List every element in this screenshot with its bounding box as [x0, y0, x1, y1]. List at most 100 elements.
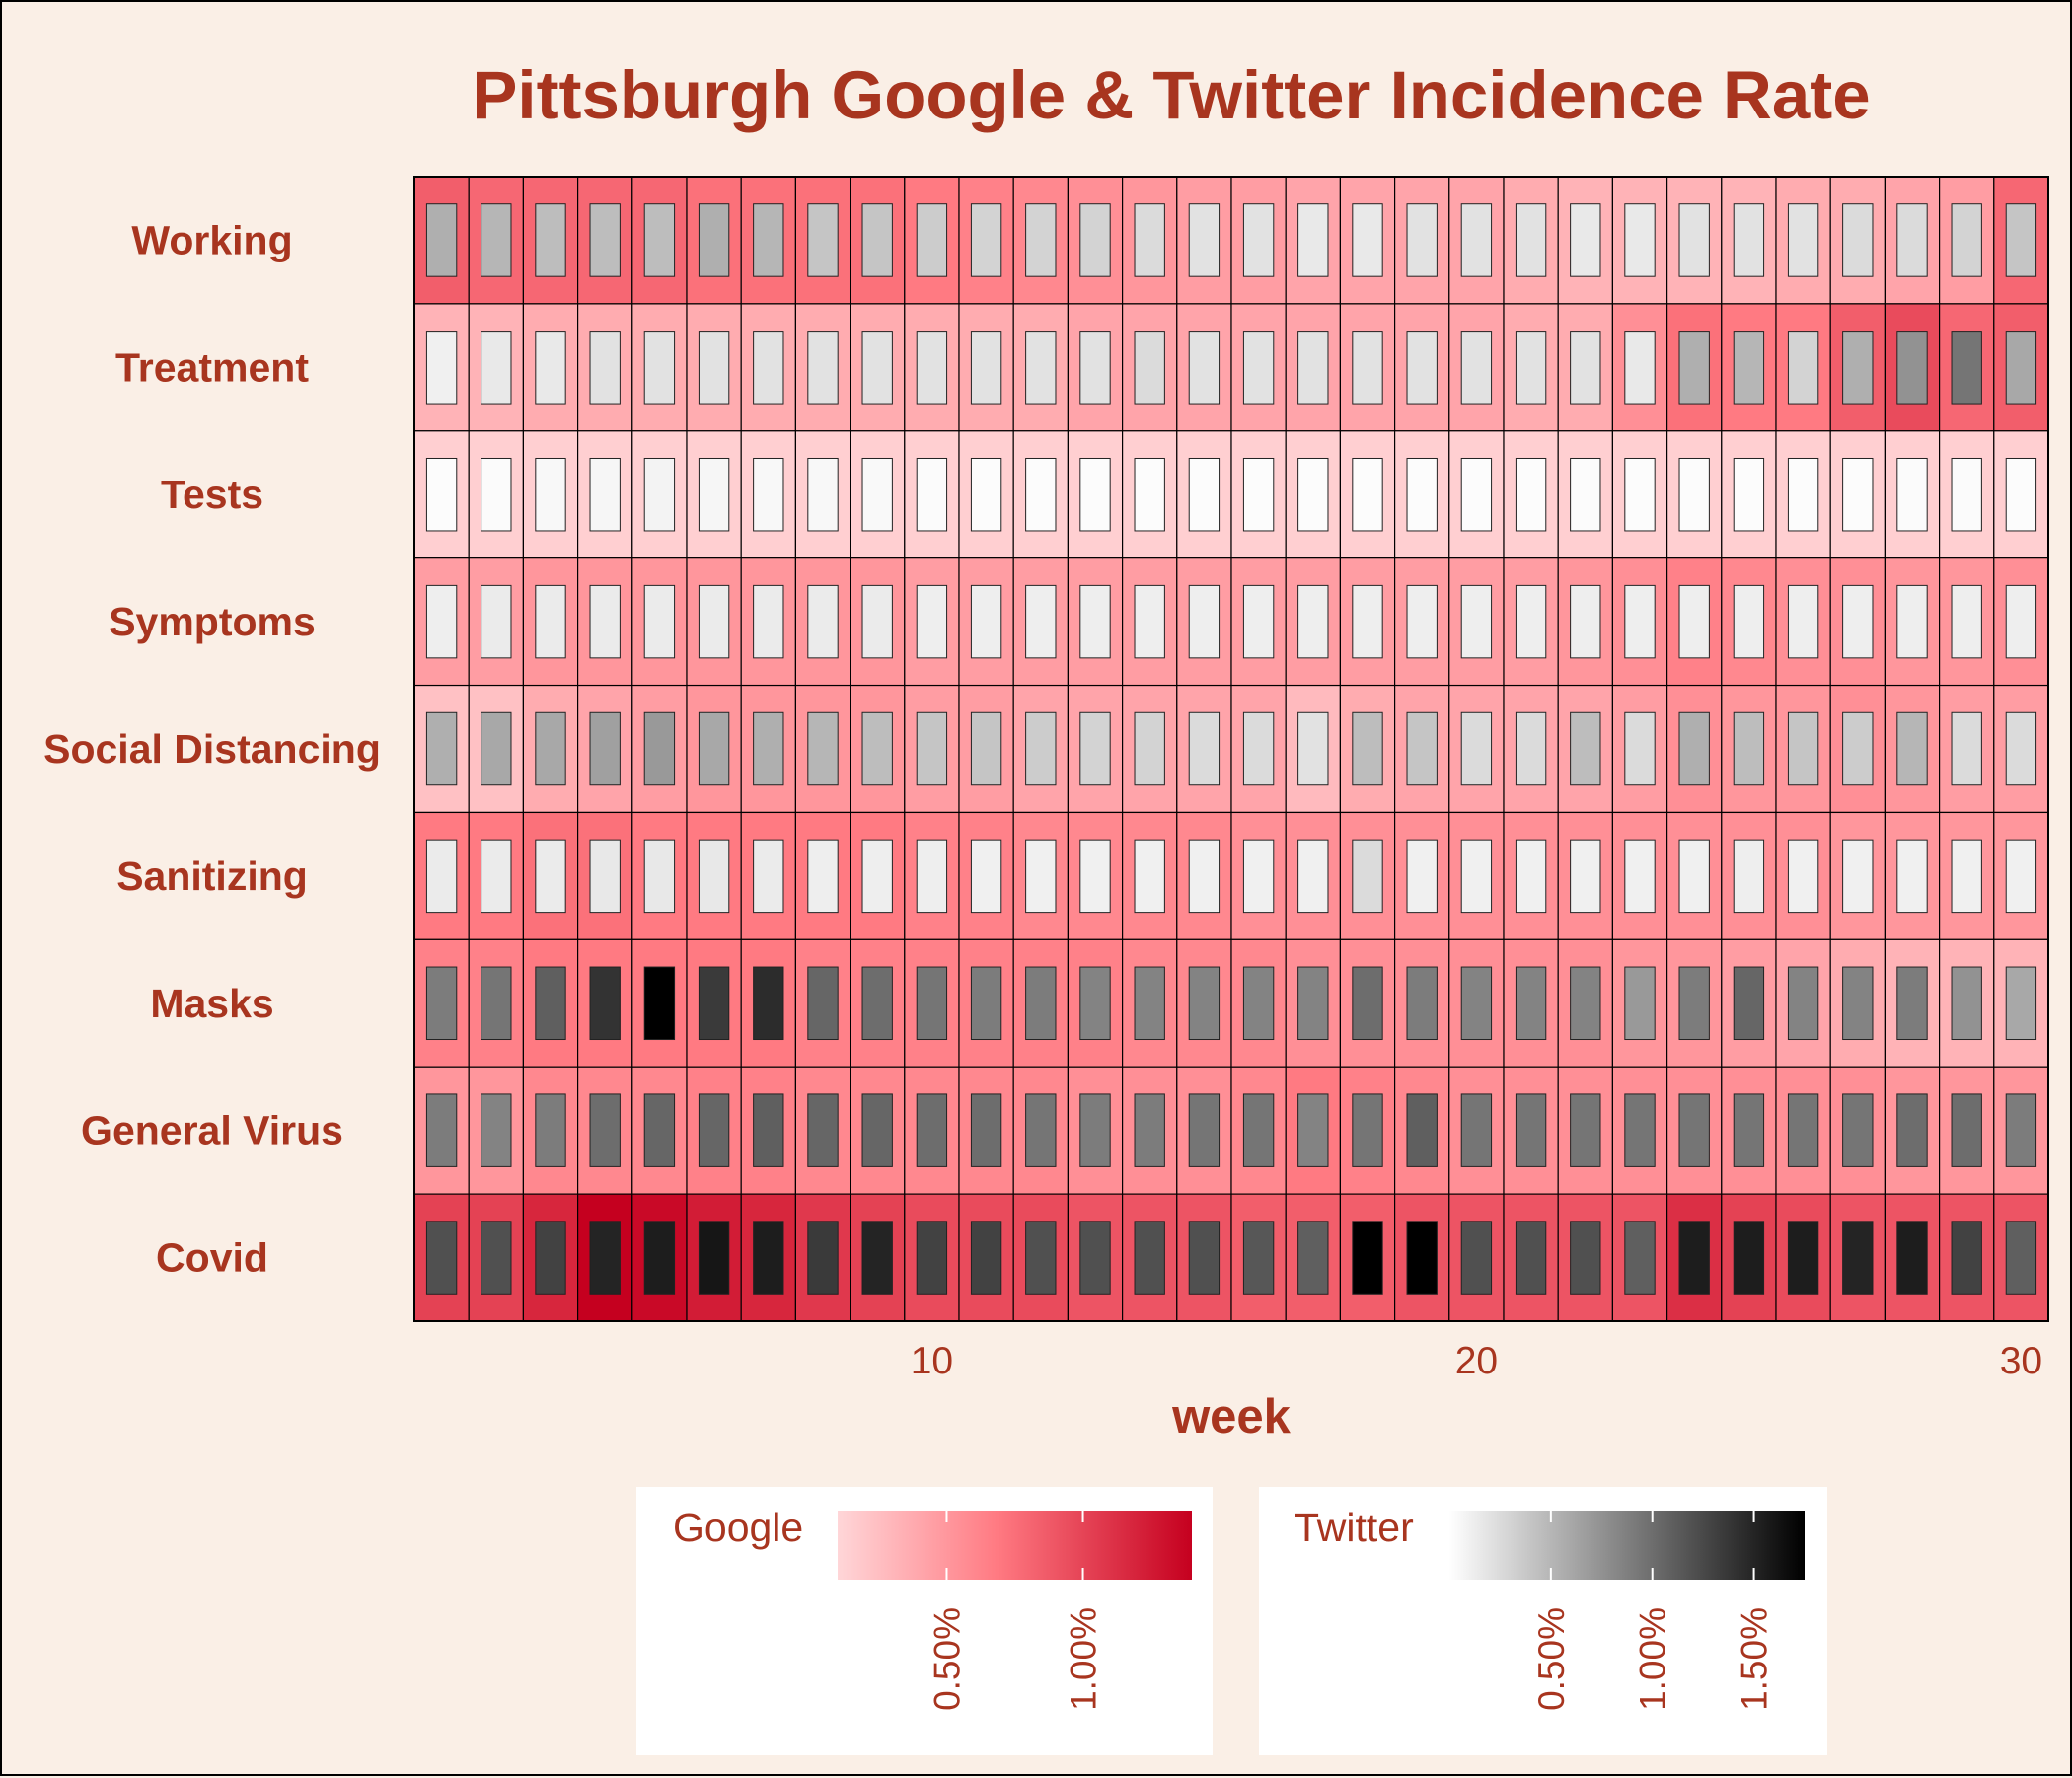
y-axis-label: Working — [131, 217, 292, 262]
twitter-cell — [1515, 1093, 1547, 1167]
twitter-cell — [970, 711, 1002, 786]
twitter-cell — [1842, 1221, 1874, 1295]
twitter-cell — [970, 331, 1002, 405]
y-axis-label: Masks — [150, 981, 273, 1026]
twitter-cell — [1951, 839, 1982, 914]
twitter-cell — [1188, 839, 1221, 914]
twitter-cell — [643, 966, 676, 1041]
twitter-cell — [1352, 966, 1383, 1041]
twitter-cell — [807, 711, 839, 786]
plot-border — [413, 176, 2049, 1322]
twitter-cell — [861, 1221, 893, 1295]
twitter-cell — [425, 457, 458, 532]
twitter-cell — [1896, 1093, 1928, 1167]
twitter-cell — [2005, 457, 2037, 532]
twitter-cell — [1406, 839, 1438, 914]
twitter-cell — [861, 203, 893, 277]
twitter-cell — [1134, 331, 1165, 405]
twitter-cell — [1624, 331, 1656, 405]
twitter-cell — [1079, 203, 1111, 277]
twitter-cell — [1079, 331, 1111, 405]
twitter-cell — [861, 966, 893, 1041]
twitter-cell — [916, 1221, 948, 1295]
twitter-cell — [916, 966, 948, 1041]
twitter-cell — [698, 203, 730, 277]
google-cell — [849, 303, 906, 432]
twitter-cell — [643, 711, 676, 786]
twitter-cell — [535, 457, 566, 532]
twitter-cell — [753, 839, 784, 914]
twitter-cell — [1025, 584, 1057, 659]
twitter-cell — [1842, 584, 1874, 659]
twitter-cell — [1406, 711, 1438, 786]
google-cell — [794, 176, 851, 305]
twitter-cell — [1842, 457, 1874, 532]
twitter-cell — [589, 966, 621, 1041]
twitter-cell — [643, 1093, 676, 1167]
twitter-cell — [753, 711, 784, 786]
twitter-cell — [1787, 1093, 1819, 1167]
twitter-cell — [1842, 966, 1874, 1041]
twitter-cell — [1570, 203, 1601, 277]
twitter-cell — [589, 839, 621, 914]
twitter-cell — [916, 711, 948, 786]
twitter-cell — [2005, 839, 2037, 914]
twitter-cell — [1787, 966, 1819, 1041]
twitter-cell — [1896, 711, 1928, 786]
twitter-cell — [1242, 331, 1275, 405]
twitter-cell — [1460, 203, 1493, 277]
twitter-cell — [1787, 711, 1819, 786]
twitter-cell — [1025, 457, 1057, 532]
twitter-cell — [1460, 966, 1493, 1041]
twitter-cell — [1842, 711, 1874, 786]
twitter-cell — [1787, 203, 1819, 277]
legend-google-colorbar — [838, 1511, 1192, 1580]
twitter-cell — [1242, 711, 1275, 786]
legend-twitter-colorbar — [1449, 1511, 1805, 1580]
twitter-cell — [1951, 331, 1982, 405]
twitter-cell — [1678, 203, 1710, 277]
twitter-cell — [1460, 1221, 1493, 1295]
twitter-cell — [1570, 1093, 1601, 1167]
twitter-cell — [916, 203, 948, 277]
twitter-cell — [589, 331, 621, 405]
twitter-cell — [1624, 1093, 1656, 1167]
twitter-cell — [753, 457, 784, 532]
twitter-cell — [1134, 711, 1165, 786]
twitter-cell — [1733, 203, 1765, 277]
twitter-cell — [1297, 457, 1329, 532]
twitter-cell — [1515, 711, 1547, 786]
twitter-cell — [1242, 1221, 1275, 1295]
twitter-cell — [425, 203, 458, 277]
twitter-cell — [1842, 331, 1874, 405]
twitter-cell — [1406, 584, 1438, 659]
twitter-cell — [861, 331, 893, 405]
twitter-cell — [1079, 966, 1111, 1041]
twitter-cell — [481, 1221, 512, 1295]
twitter-cell — [1515, 584, 1547, 659]
twitter-cell — [1951, 1221, 1982, 1295]
twitter-cell — [807, 457, 839, 532]
twitter-cell — [2005, 711, 2037, 786]
twitter-cell — [1297, 1221, 1329, 1295]
twitter-cell — [1188, 331, 1221, 405]
chart-title: Pittsburgh Google & Twitter Incidence Ra… — [472, 57, 1870, 133]
twitter-cell — [1352, 1221, 1383, 1295]
twitter-cell — [1951, 457, 1982, 532]
x-tick-label: 10 — [911, 1340, 953, 1382]
twitter-cell — [916, 457, 948, 532]
twitter-cell — [1188, 1221, 1221, 1295]
twitter-cell — [1079, 839, 1111, 914]
legend-tick-label: 1.50% — [1735, 1607, 1775, 1711]
twitter-cell — [970, 966, 1002, 1041]
twitter-cell — [481, 331, 512, 405]
twitter-cell — [1406, 1093, 1438, 1167]
twitter-cell — [425, 839, 458, 914]
twitter-cell — [1025, 203, 1057, 277]
twitter-cell — [1733, 966, 1765, 1041]
twitter-cell — [1079, 457, 1111, 532]
twitter-cell — [1297, 331, 1329, 405]
twitter-cell — [1352, 331, 1383, 405]
twitter-cell — [1678, 1221, 1710, 1295]
